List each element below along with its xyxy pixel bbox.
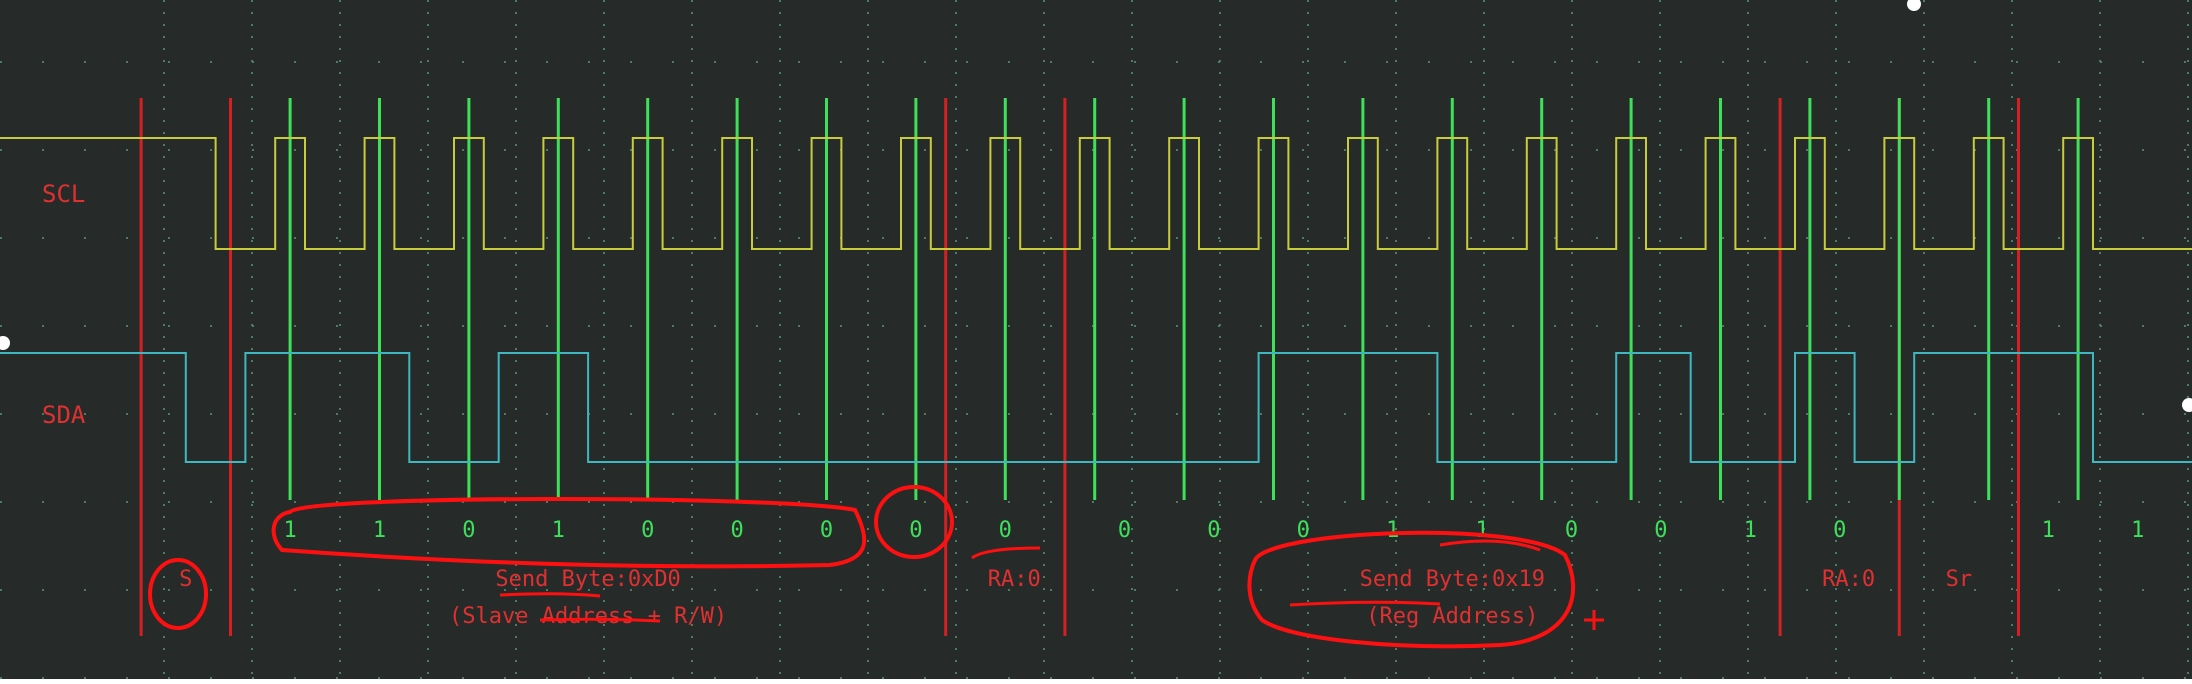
bit-label: 0	[1833, 518, 1846, 543]
annotation-text: RA:0	[1822, 567, 1875, 592]
bit-label: 0	[730, 518, 743, 543]
bit-label: 1	[1475, 518, 1488, 543]
annotation-text: Send Byte:0xD0	[495, 567, 680, 592]
bit-label: 1	[1744, 518, 1757, 543]
decode-annotations: S Send Byte:0xD0 (Slave Address + R/W) RA:0…	[179, 567, 1972, 629]
bit-label: 1	[552, 518, 565, 543]
annotation-text: S	[179, 567, 192, 592]
ra-underline	[971, 546, 1041, 560]
hand-drawn-marks	[148, 485, 1604, 649]
annotation-text: Sr	[1946, 567, 1973, 592]
bit-label: 1	[283, 518, 296, 543]
bit-label: 0	[909, 518, 922, 543]
reg-tick-mark	[1439, 539, 1541, 552]
reg-address-circle	[1247, 530, 1576, 649]
bit-label: 0	[1297, 518, 1310, 543]
scl-trace	[0, 137, 2192, 250]
bit-label: 1	[2131, 518, 2144, 543]
bit-labels: 1 1 0 1 0 0 0 0 0 0 0 0 1 1 0 0 1 0 1 1	[283, 518, 2144, 543]
bit-label: 1	[2042, 518, 2055, 543]
bit-label: 1	[373, 518, 386, 543]
annotation-text: RA:0	[988, 567, 1041, 592]
bit-label: 0	[1207, 518, 1220, 543]
cursor-cross	[1584, 610, 1604, 630]
sda-channel-label: SDA	[42, 401, 86, 429]
address-bits-circle	[271, 496, 867, 569]
bit-label: 0	[820, 518, 833, 543]
bit-label: 0	[1118, 518, 1131, 543]
address-underline	[499, 592, 601, 598]
bit-label: 0	[641, 518, 654, 543]
bit-label: 1	[1386, 518, 1399, 543]
window-handle-right[interactable]	[2182, 398, 2192, 412]
rw-bit-circle	[874, 485, 954, 559]
annotation-text: Send Byte:0x19	[1360, 567, 1545, 592]
window-handle-top[interactable]	[1907, 0, 1921, 11]
scl-channel-label: SCL	[42, 180, 85, 208]
slave-underline	[539, 617, 661, 623]
sda-trace	[0, 352, 2192, 463]
bit-markers	[288, 98, 2080, 500]
bit-label: 0	[1565, 518, 1578, 543]
annotation-subtext: (Slave Address + R/W)	[449, 604, 727, 629]
bit-label: 0	[1654, 518, 1667, 543]
annotation-subtext: (Reg Address)	[1366, 604, 1538, 629]
bit-label: 0	[462, 518, 475, 543]
window-handle-left[interactable]	[0, 336, 10, 350]
reg-underline	[1289, 600, 1441, 607]
start-circle	[148, 558, 208, 630]
bit-label: 0	[999, 518, 1012, 543]
